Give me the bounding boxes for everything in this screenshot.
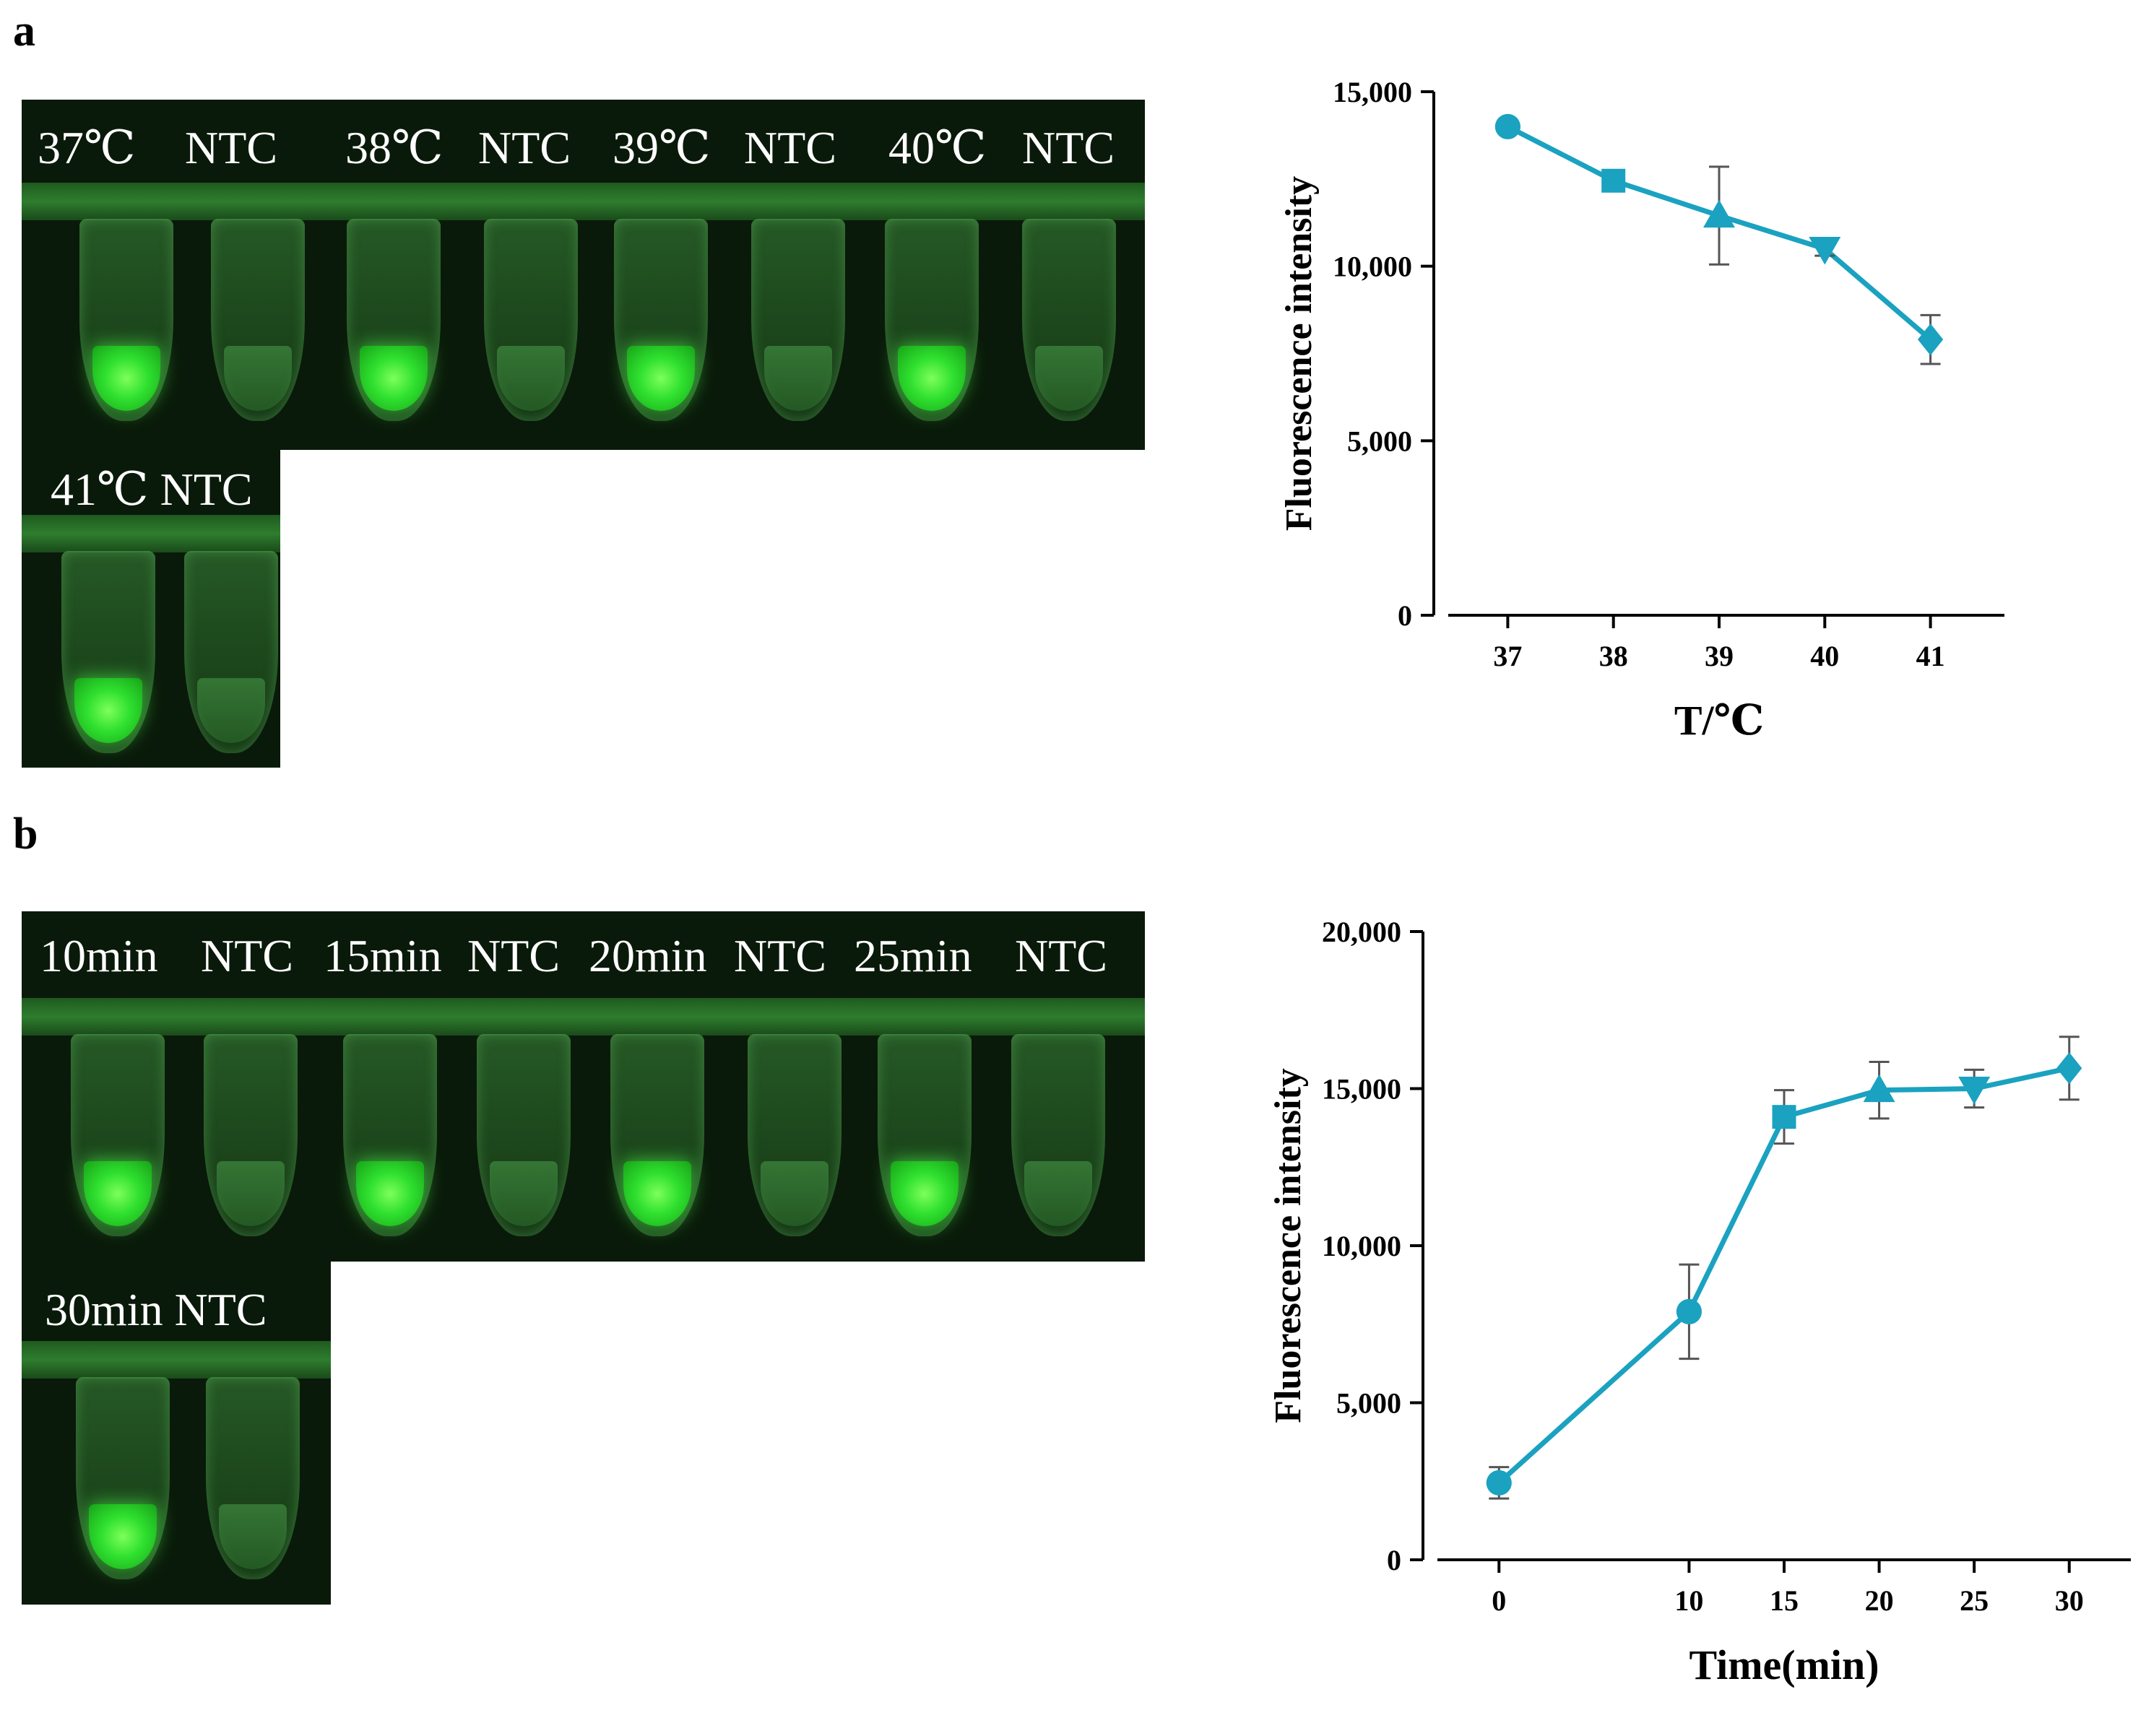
y-tick-label: 20,000 (1322, 916, 1401, 948)
tube-positive (610, 1034, 704, 1236)
y-axis-title: Fluorescence intensity (1278, 176, 1320, 531)
tube-ntc (484, 219, 578, 421)
data-point-marker (1494, 113, 1521, 139)
data-point-marker (1809, 237, 1841, 265)
y-tick-label: 10,000 (1322, 1230, 1401, 1262)
gel-label: 25min (854, 930, 972, 981)
gel-label: 20min (589, 930, 707, 981)
tube-positive (885, 219, 979, 421)
gel-image-a-row2: 41℃ NTC (22, 450, 280, 768)
gel-label: 37℃ (38, 122, 136, 173)
gel-image-b-row1: 10min NTC 15min NTC 20min NTC 25min NTC (22, 911, 1145, 1262)
gel-label: 30min NTC (45, 1284, 267, 1335)
tube-strip-cap (22, 1341, 331, 1379)
tube-positive (343, 1034, 437, 1236)
tube-ntc (477, 1034, 571, 1236)
data-point-marker (2056, 1052, 2082, 1085)
x-tick-label: 38 (1599, 640, 1628, 672)
x-tick-label: 37 (1493, 640, 1522, 672)
data-point-marker (1676, 1298, 1702, 1324)
data-point-marker (1703, 199, 1735, 228)
tube-ntc (184, 551, 278, 753)
tube-positive (61, 551, 155, 753)
tube-ntc (748, 1034, 841, 1236)
data-point-marker (1958, 1077, 1991, 1105)
gel-label: NTC (744, 122, 836, 173)
gel-label: 40℃ (888, 122, 987, 173)
data-point-marker (1486, 1470, 1512, 1496)
series-line (1497, 1065, 2070, 1485)
chart-temperature: 0 5,000 10,000 15,000 37 38 39 40 41 T/℃ Fluoresce… (1278, 76, 2004, 744)
y-tick-label: 0 (1387, 1544, 1401, 1576)
gel-label: NTC (1015, 930, 1107, 981)
y-tick-label: 5,000 (1347, 425, 1412, 457)
gel-label: NTC (467, 930, 560, 981)
gel-image-a-row1: 37℃ NTC 38℃ NTC 39℃ NTC 40℃ NTC (22, 100, 1145, 450)
data-point-marker (1917, 324, 1944, 356)
tube-positive (79, 219, 173, 421)
x-axis-title: T/℃ (1674, 697, 1764, 744)
tube-ntc (206, 1377, 300, 1579)
chart-time: 0 5,000 10,000 15,000 20,000 0 10 15 20 25 30 Time(… (1268, 916, 2131, 1688)
gel-label: NTC (734, 930, 826, 981)
gel-label: NTC (201, 930, 293, 981)
gel-label: 10min (40, 930, 158, 981)
x-tick-label: 39 (1705, 640, 1734, 672)
x-axis-title: Time(min) (1689, 1641, 1879, 1688)
gel-label: 41℃ NTC (51, 464, 253, 515)
tube-positive (347, 219, 441, 421)
gel-label: 15min (324, 930, 442, 981)
tube-ntc (211, 219, 305, 421)
x-tick-label: 20 (1865, 1584, 1894, 1617)
tube-ntc (1022, 219, 1116, 421)
tube-strip-cap (22, 183, 1145, 220)
y-tick-label: 10,000 (1333, 251, 1412, 283)
y-tick-label: 15,000 (1322, 1073, 1401, 1106)
tube-positive (71, 1034, 165, 1236)
x-tick-label: 15 (1770, 1584, 1799, 1617)
tube-positive (76, 1377, 170, 1579)
tube-ntc (751, 219, 845, 421)
y-tick-label: 15,000 (1333, 76, 1412, 108)
panel-b-letter: b (13, 810, 38, 859)
y-tick-label: 0 (1398, 599, 1412, 632)
tube-strip-cap (22, 515, 280, 552)
tube-ntc (204, 1034, 298, 1236)
gel-label: 39℃ (613, 122, 711, 173)
x-tick-label: 10 (1674, 1584, 1703, 1617)
data-point-marker (1863, 1074, 1895, 1103)
panel-a-letter: a (13, 6, 35, 56)
x-tick-label: 25 (1960, 1584, 1989, 1617)
gel-label: NTC (1022, 122, 1115, 173)
gel-label: 38℃ (345, 122, 444, 173)
tube-strip-cap (22, 998, 1145, 1036)
x-tick-label: 40 (1810, 640, 1839, 672)
gel-label: NTC (185, 122, 277, 173)
x-tick-label: 30 (2055, 1584, 2084, 1617)
gel-label: NTC (478, 122, 571, 173)
y-axis-title: Fluorescence intensity (1268, 1068, 1309, 1423)
data-point-marker (1601, 168, 1626, 193)
data-point-marker (1772, 1105, 1796, 1129)
x-tick-label: 41 (1916, 640, 1945, 672)
tube-positive (614, 219, 708, 421)
tube-positive (878, 1034, 972, 1236)
tube-ntc (1011, 1034, 1105, 1236)
y-tick-label: 5,000 (1336, 1387, 1401, 1420)
gel-image-b-row2: 30min NTC (22, 1262, 331, 1605)
x-tick-label: 0 (1492, 1584, 1506, 1617)
